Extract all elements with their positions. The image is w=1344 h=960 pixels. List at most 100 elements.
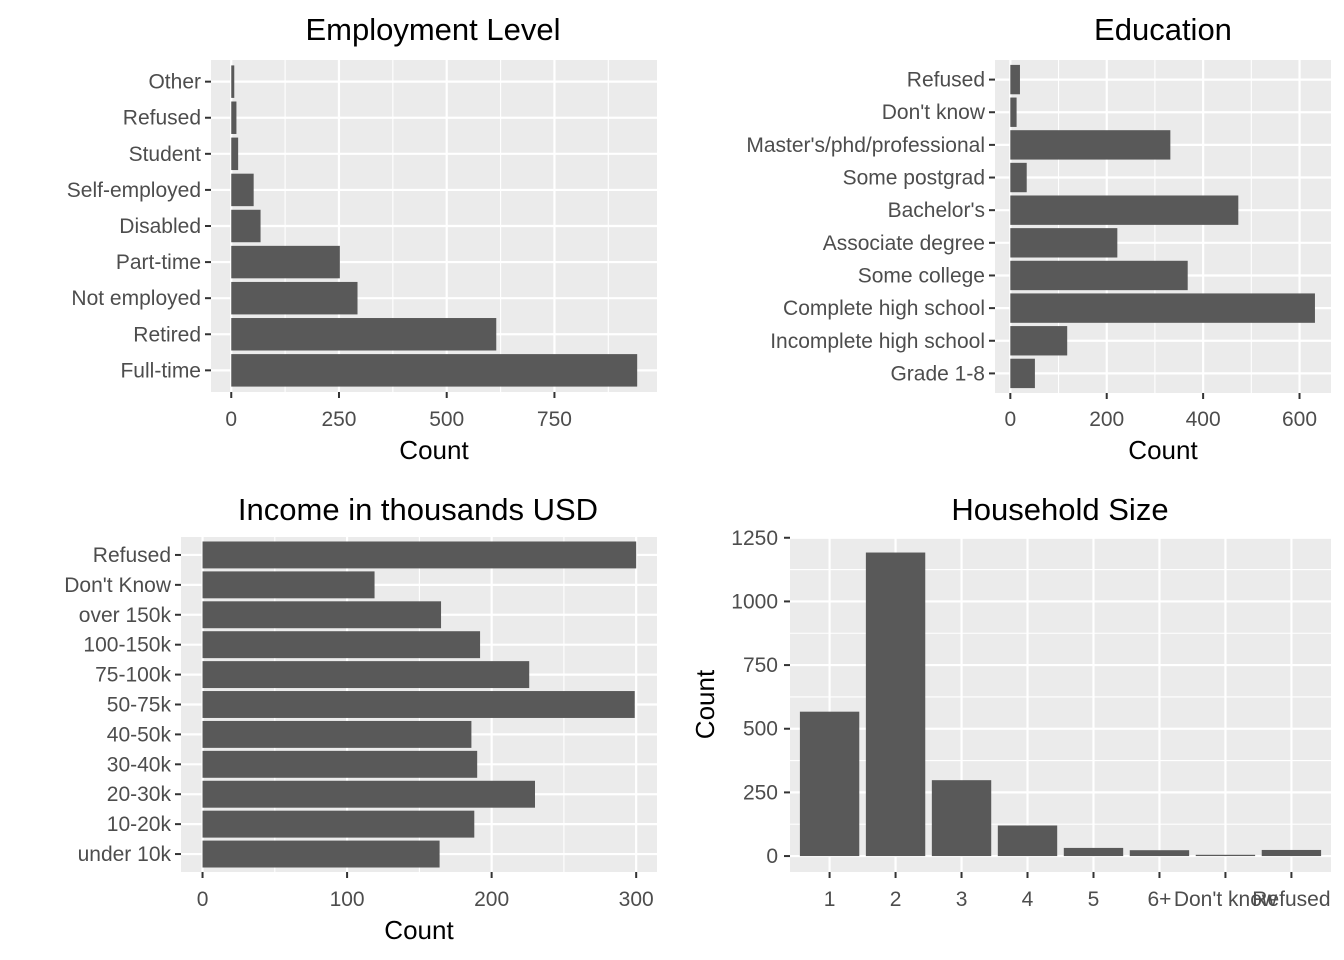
- bar-50-75k: [202, 691, 635, 718]
- bar-not-employed: [231, 281, 358, 315]
- bar-other: [231, 65, 235, 98]
- bar-part-time: [231, 245, 340, 279]
- y-tick-label-some-postgrad: Some postgrad: [843, 167, 985, 190]
- y-tick-label-self-employed: Self-employed: [67, 179, 201, 202]
- y-tick-label: 750: [743, 654, 778, 677]
- bar-grade-1-8: [1010, 358, 1035, 389]
- bar-3: [931, 780, 992, 857]
- bar-retired: [231, 318, 497, 351]
- x-axis-title: Count: [399, 435, 469, 465]
- bar-under-10k: [202, 840, 440, 868]
- y-tick-label-full-time: Full-time: [120, 359, 201, 382]
- bar-some-college: [1010, 260, 1188, 291]
- bar-75-100k: [202, 661, 530, 689]
- y-tick-label-over-150k: over 150k: [79, 604, 172, 627]
- x-tick-label: 0: [225, 408, 237, 431]
- y-tick-label: 250: [743, 781, 778, 804]
- y-tick-label-40-50k: 40-50k: [107, 723, 172, 746]
- chart-title: Employment Level: [305, 12, 560, 47]
- y-tick-label-10-20k: 10-20k: [107, 813, 172, 836]
- y-tick-label-refused: Refused: [907, 69, 985, 92]
- x-tick-label: 750: [537, 408, 572, 431]
- bar-20-30k: [202, 780, 536, 808]
- bar-student: [231, 137, 239, 171]
- bar-40-50k: [202, 720, 472, 748]
- chart-title: Income in thousands USD: [238, 492, 598, 527]
- bar-refused: [231, 101, 237, 134]
- x-tick-label-5: 5: [1088, 888, 1100, 911]
- x-tick-label: 0: [197, 888, 209, 911]
- x-axis-title: Count: [1128, 435, 1198, 465]
- x-tick-label: 300: [619, 888, 654, 911]
- x-tick-label: 400: [1186, 408, 1221, 431]
- y-tick-label-associate-degree: Associate degree: [823, 232, 985, 255]
- bar-disabled: [231, 209, 261, 243]
- y-tick-label-don-t-know: Don't Know: [64, 574, 172, 597]
- employment-level-chart: Full-time Retired Not employed Part-time Dis…: [67, 12, 657, 465]
- y-tick-label-other: Other: [148, 71, 201, 94]
- y-axis-title: Count: [690, 669, 720, 739]
- bar-associate-degree: [1010, 228, 1118, 258]
- bar-5: [1063, 847, 1124, 857]
- y-tick-label-20-30k: 20-30k: [107, 783, 172, 806]
- bar-4: [997, 825, 1058, 857]
- y-tick-label: 500: [743, 718, 778, 741]
- y-tick-label-bachelor-s: Bachelor's: [888, 199, 985, 222]
- y-tick-label-100-150k: 100-150k: [83, 634, 171, 657]
- y-tick-label-disabled: Disabled: [119, 215, 201, 238]
- x-tick-label-3: 3: [956, 888, 968, 911]
- income-chart: under 10k 10-20k 20-30k 30-40k 40-50k 50-75k 7…: [64, 492, 657, 945]
- y-tick-label-some-college: Some college: [858, 264, 985, 287]
- y-tick-label-complete-high-school: Complete high school: [783, 297, 985, 320]
- bar-don-t-know: [1010, 97, 1017, 127]
- x-tick-label-don-t-know: Don't know: [1174, 888, 1278, 911]
- y-tick-label-don-t-know: Don't know: [882, 101, 986, 124]
- y-tick-label-grade-1-8: Grade 1-8: [890, 362, 985, 385]
- y-tick-label-part-time: Part-time: [116, 251, 201, 274]
- y-tick-label-retired: Retired: [133, 323, 201, 346]
- x-tick-label: 600: [1282, 408, 1317, 431]
- x-tick-label: 500: [429, 408, 464, 431]
- x-tick-label-2: 2: [890, 888, 902, 911]
- x-tick-label: 200: [474, 888, 509, 911]
- bar-1: [799, 711, 860, 857]
- bar-refused: [202, 541, 637, 569]
- education-chart: Grade 1-8 Incomplete high school Complete …: [746, 12, 1331, 465]
- x-tick-label-refused: Refused: [1252, 888, 1330, 911]
- y-tick-label-refused: Refused: [123, 107, 201, 130]
- bar-100-150k: [202, 631, 481, 659]
- x-tick-label: 250: [321, 408, 356, 431]
- bar-some-postgrad: [1010, 162, 1027, 193]
- bar-bachelor-s: [1010, 195, 1239, 225]
- bar-refused: [1261, 849, 1322, 857]
- bar-don-t-know: [1195, 854, 1256, 857]
- y-tick-label-30-40k: 30-40k: [107, 753, 172, 776]
- x-tick-label: 0: [1004, 408, 1016, 431]
- bar-refused: [1010, 64, 1020, 95]
- y-tick-label-not-employed: Not employed: [71, 287, 201, 310]
- x-tick-label-4: 4: [1022, 888, 1034, 911]
- bar-incomplete-high-school: [1010, 326, 1068, 356]
- bar-2: [865, 552, 926, 857]
- x-axis-title: Count: [384, 915, 454, 945]
- x-tick-label-1: 1: [824, 888, 836, 911]
- y-tick-label-master-s-phd-professional: Master's/phd/professional: [746, 134, 985, 157]
- bar-10-20k: [202, 810, 475, 838]
- y-tick-label: 1000: [731, 590, 778, 613]
- bar-don-t-know: [202, 571, 375, 599]
- bar-30-40k: [202, 750, 478, 778]
- y-tick-label-under-10k: under 10k: [78, 843, 172, 866]
- bar-master-s-phd-professional: [1010, 130, 1171, 160]
- x-tick-label: 200: [1089, 408, 1124, 431]
- y-tick-label-refused: Refused: [93, 544, 171, 567]
- y-tick-label-incomplete-high-school: Incomplete high school: [770, 330, 985, 353]
- bar-over-150k: [202, 601, 442, 629]
- chart-title: Education: [1094, 12, 1232, 47]
- x-tick-label: 100: [330, 888, 365, 911]
- y-tick-label: 1250: [731, 527, 778, 550]
- y-tick-label: 0: [766, 845, 778, 868]
- bar-complete-high-school: [1010, 293, 1315, 323]
- bar-6: [1129, 850, 1190, 857]
